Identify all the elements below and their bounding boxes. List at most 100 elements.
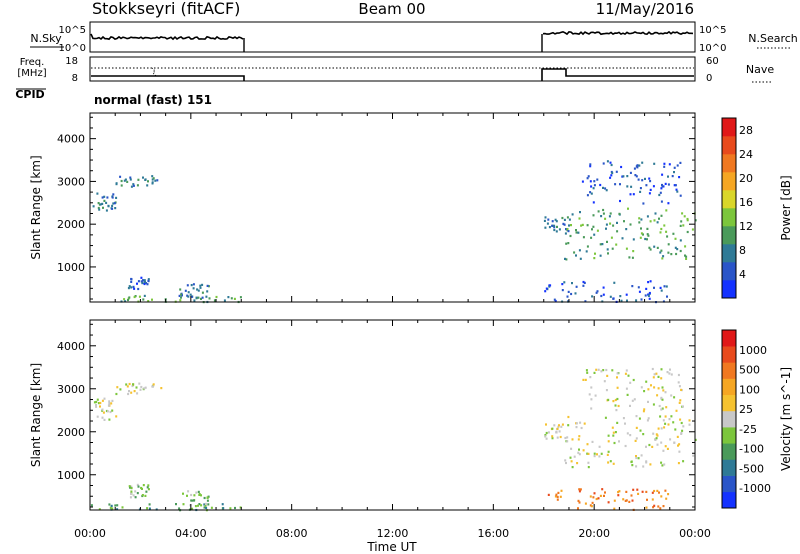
scatter-cell — [598, 455, 601, 458]
scatter-cell — [95, 405, 98, 408]
scatter-cell — [617, 404, 620, 408]
scatter-cell — [101, 416, 104, 419]
scatter-cell — [570, 460, 573, 463]
scatter-cell — [635, 415, 638, 418]
scatter-cell — [680, 220, 683, 223]
scatter-cell — [585, 250, 588, 253]
scatter-cell — [139, 388, 142, 391]
scatter-cell — [602, 293, 605, 296]
colorbar-frame — [721, 117, 737, 299]
scatter-cell — [199, 286, 202, 289]
scatter-cell — [638, 221, 641, 224]
scatter-cell — [599, 183, 602, 187]
x-tick-label: 08:00 — [276, 527, 308, 540]
scatter-cell — [613, 441, 616, 445]
scatter-cell — [622, 175, 625, 178]
scatter-cell — [593, 452, 596, 455]
scatter-cell — [637, 286, 640, 289]
scatter-cell — [664, 415, 667, 418]
scatter-cell — [151, 182, 154, 185]
scatter-cell — [642, 465, 645, 468]
scatter-cell — [663, 165, 666, 168]
scatter-cell — [621, 237, 624, 240]
scatter-cell — [638, 164, 641, 167]
scatter-cell — [646, 498, 648, 501]
scatter-cell — [187, 291, 190, 294]
scatter-cell — [606, 240, 608, 243]
scatter-cell — [130, 391, 133, 394]
scatter-cell — [129, 176, 132, 179]
scatter-cell — [134, 490, 137, 493]
scatter-cell — [606, 160, 609, 163]
scatter-cell — [616, 221, 618, 224]
y-tick-label: 1000 — [57, 261, 85, 274]
scatter-cell — [688, 419, 691, 422]
scatter-cell — [146, 283, 149, 286]
scatter-cell — [648, 291, 651, 295]
scatter-cell — [557, 491, 560, 494]
scatter-cell — [621, 175, 624, 178]
colorbar-bin — [722, 172, 736, 191]
scatter-cell — [640, 298, 643, 301]
colorbar-bin — [722, 208, 736, 227]
x-tick-label: 20:00 — [578, 527, 610, 540]
scatter-cell — [591, 228, 593, 231]
scatter-cell — [125, 383, 128, 386]
scatter-cell — [558, 430, 561, 433]
y-axis-label: Slant Range [km] — [29, 155, 43, 259]
scatter-cell — [555, 230, 558, 233]
scatter-cell — [637, 492, 640, 495]
scatter-cell — [569, 234, 572, 238]
scatter-cell — [187, 295, 190, 298]
scatter-cell — [186, 294, 189, 297]
beam-title: Beam 00 — [358, 0, 425, 18]
scatter-cell — [600, 294, 603, 298]
scatter-cell — [123, 179, 126, 182]
scatter-cell — [587, 461, 590, 464]
scatter-cell — [92, 205, 95, 208]
scatter-cell — [179, 299, 182, 302]
scatter-cell — [635, 455, 637, 458]
scatter-cell — [128, 296, 131, 299]
scatter-cell — [553, 298, 556, 301]
scatter-cell — [97, 202, 100, 205]
scatter-cell — [142, 484, 145, 487]
scatter-cell — [582, 378, 585, 381]
scatter-cell — [547, 431, 550, 434]
scatter-cell — [615, 409, 618, 412]
scatter-cell — [673, 184, 676, 187]
scatter-cell — [679, 194, 682, 197]
scatter-cell — [631, 399, 634, 402]
scatter-cell — [615, 243, 618, 246]
scatter-cell — [115, 196, 118, 199]
scatter-cell — [643, 408, 646, 411]
scatter-cell — [111, 207, 114, 210]
scatter-cell — [142, 298, 145, 301]
scatter-cell — [579, 421, 582, 424]
scatter-cell — [605, 389, 608, 392]
scatter-cell — [646, 227, 649, 230]
x-tick-label: 16:00 — [477, 527, 509, 540]
nave-tick-bottom: 0 — [706, 73, 712, 84]
scatter-cell — [647, 281, 650, 284]
scatter-cell — [638, 417, 641, 420]
scatter-cell — [584, 300, 587, 303]
scatter-cell — [553, 424, 556, 427]
scatter-cell — [594, 394, 597, 397]
scatter-cell — [660, 427, 663, 430]
scatter-cell — [578, 217, 581, 220]
scatter-cell — [101, 202, 104, 205]
scatter-cell — [589, 495, 592, 498]
scatter-cell — [207, 285, 210, 288]
scatter-cell — [555, 493, 558, 496]
scatter-cell — [103, 195, 106, 198]
scatter-cell — [197, 289, 200, 292]
scatter-cell — [673, 396, 676, 399]
scatter-cell — [648, 246, 651, 249]
scatter-cell — [563, 218, 566, 221]
scatter-cell — [575, 422, 578, 425]
scatter-cell — [682, 425, 685, 428]
nsearch-tick-top: 10^5 — [699, 25, 726, 36]
scatter-cell — [575, 254, 577, 257]
colorbar-bin — [722, 394, 736, 412]
